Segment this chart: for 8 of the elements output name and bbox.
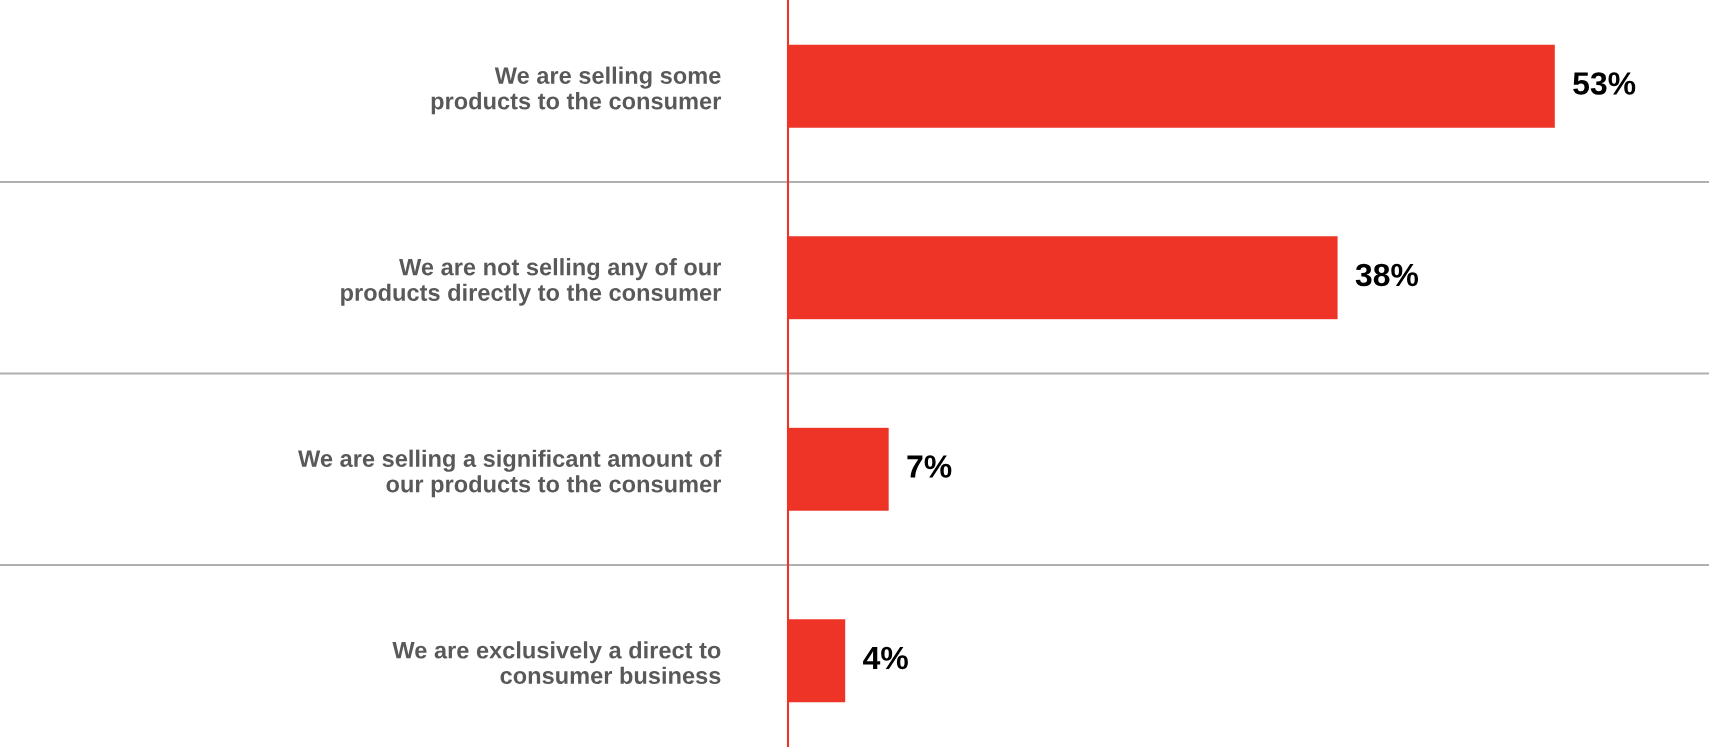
y-tick-label: We are selling some products to the consumer [431, 66, 721, 115]
y-tick-label: We are exclusively a direct to consumer business [392, 641, 721, 685]
y-tick-label: We are selling a significant amount of our products to the consumer [298, 449, 722, 498]
data-label: 4% [863, 646, 908, 670]
data-label: 53% [1573, 72, 1636, 95]
data-label: 38% [1355, 263, 1419, 287]
data-label: 7% [907, 455, 952, 478]
y-tick-label: We are not selling any of our products directly to the consumer [341, 258, 721, 306]
